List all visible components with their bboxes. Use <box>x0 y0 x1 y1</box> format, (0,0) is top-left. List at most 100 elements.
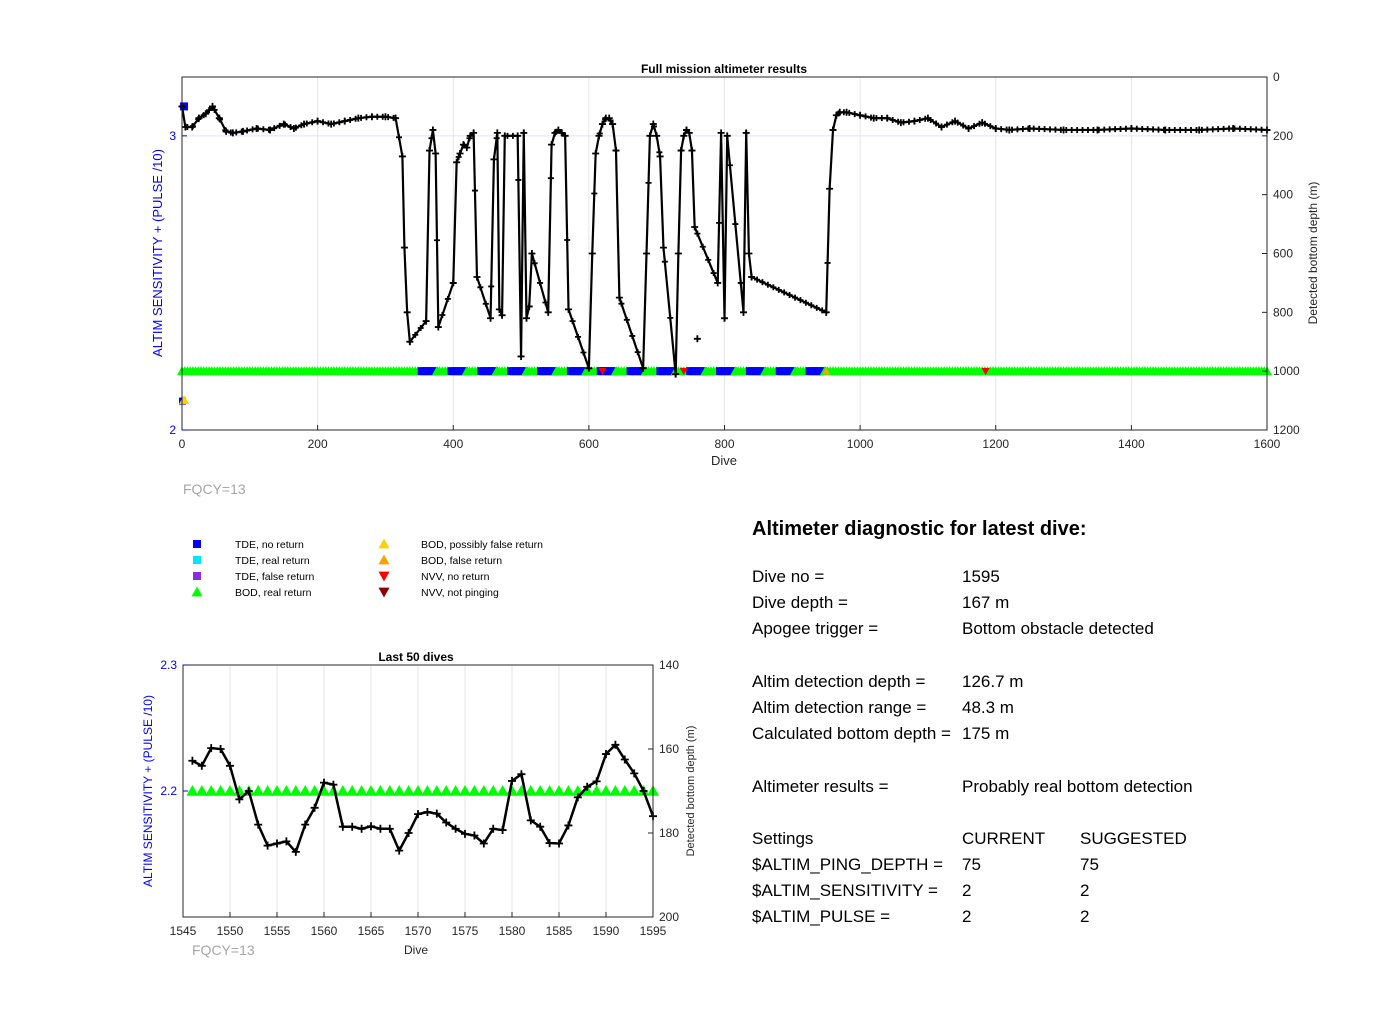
zoom-depth-point <box>273 839 281 848</box>
depth-point <box>363 114 370 121</box>
zoom-bod-marker <box>487 785 500 796</box>
zoom-bod-marker <box>261 785 274 796</box>
depth-point <box>694 230 701 237</box>
depth-point <box>826 185 834 193</box>
zoom-depth-point <box>235 795 244 804</box>
zoom-x-tick-label: 1555 <box>264 924 291 938</box>
depth-point <box>260 126 267 133</box>
depth-point <box>553 128 560 135</box>
main-right-axis-label: Detected bottom depth (m) <box>1306 182 1320 325</box>
zoom-depth-point <box>423 808 432 816</box>
main-ticks: 0 200 400 600 800 1000 1200 1400 1600 2 3 0 200 400 60… <box>169 70 1300 451</box>
zoom-right-tick-label: 160 <box>659 742 679 756</box>
depth-point <box>1193 126 1200 133</box>
depth-point <box>808 302 815 309</box>
depth-point <box>1014 126 1021 133</box>
depth-point <box>732 221 739 228</box>
depth-point <box>596 130 603 137</box>
depth-point <box>659 244 667 252</box>
depth-point <box>1177 126 1184 133</box>
zoom-depth-point <box>348 822 357 831</box>
main-right-tick-label: 600 <box>1273 247 1293 261</box>
depth-point <box>591 190 598 197</box>
depth-point <box>222 127 229 134</box>
depth-point <box>754 276 761 283</box>
zoom-depth-point <box>432 809 441 818</box>
zoom-depth-point <box>282 837 291 846</box>
zoom-depth-point <box>489 824 498 833</box>
legend-label: BOD, possibly false return <box>421 539 543 551</box>
depth-point <box>613 147 619 154</box>
legend-marker <box>193 540 201 548</box>
main-right-tick-label: 400 <box>1273 188 1293 202</box>
ping-depth-current: 75 <box>962 855 981 875</box>
depth-point <box>688 147 695 154</box>
depth-point <box>1198 126 1205 133</box>
depth-point <box>770 284 777 291</box>
zoom-depth-point <box>404 829 413 837</box>
depth-point <box>330 120 337 127</box>
suggested-header: SUGGESTED <box>1080 828 1187 848</box>
zoom-right-tick-label: 180 <box>659 826 679 840</box>
depth-point <box>835 110 842 117</box>
pulse-label: $ALTIM_PULSE = <box>752 907 891 927</box>
depth-point <box>705 256 712 263</box>
depth-point <box>495 305 503 313</box>
depth-point <box>490 155 498 163</box>
depth-point <box>341 118 348 125</box>
depth-point <box>609 120 617 128</box>
zoom-depth-point <box>216 745 225 753</box>
depth-point <box>598 120 606 128</box>
zoom-depth-point <box>461 829 469 838</box>
depth-point <box>717 129 725 137</box>
depth-point <box>905 118 912 125</box>
zoom-depth-point <box>545 839 554 848</box>
depth-point <box>439 312 446 319</box>
depth-point <box>759 279 766 286</box>
zoom-bod-marker <box>402 785 415 796</box>
depth-point <box>564 236 571 243</box>
depth-point <box>1122 125 1129 132</box>
zoom-depth-point <box>320 778 328 787</box>
depth-point <box>699 243 706 250</box>
main-x-tick-label: 600 <box>579 437 599 451</box>
depth-point <box>949 119 956 126</box>
depth-point <box>867 114 874 121</box>
zoom-depth-point <box>207 744 216 753</box>
legend-label: NVV, no return <box>421 571 490 583</box>
depth-point <box>1068 126 1075 133</box>
zoom-depth-point <box>244 787 253 795</box>
depth-point <box>254 125 261 132</box>
zoom-right-tick-label: 140 <box>659 658 679 672</box>
depth-point <box>976 120 983 127</box>
zoom-bod-marker <box>383 785 396 796</box>
sensitivity-label: $ALTIM_SENSITIVITY = <box>752 881 938 901</box>
zoom-depth-point <box>620 755 629 764</box>
depth-point <box>216 116 223 123</box>
zoom-depth-point <box>592 777 601 786</box>
depth-point <box>916 116 923 123</box>
depth-point <box>314 118 321 125</box>
depth-point <box>629 332 636 339</box>
zoom-bod-marker <box>412 785 424 796</box>
zoom-left-tick-label: 2.3 <box>160 658 177 672</box>
zoom-depth-point <box>517 770 526 779</box>
depth-point <box>561 132 569 140</box>
depth-point <box>453 158 461 166</box>
zoom-depth-point <box>564 821 573 830</box>
zoom-bod-marker <box>449 785 462 796</box>
zoom-bod-marker <box>421 785 434 796</box>
zoom-bod-marker <box>365 785 377 796</box>
zoom-depth-point <box>536 822 545 831</box>
depth-point <box>1084 126 1091 133</box>
depth-point <box>640 365 647 372</box>
depth-point <box>721 315 728 322</box>
zoom-bod-marker <box>590 785 603 796</box>
depth-point <box>1160 126 1167 133</box>
calc-bottom-label: Calculated bottom depth = <box>752 724 951 744</box>
depth-point <box>292 124 299 131</box>
zoom-depth-point <box>376 824 385 833</box>
depth-point <box>1144 126 1151 133</box>
depth-point <box>954 119 961 126</box>
zoom-depth-point <box>188 756 197 765</box>
